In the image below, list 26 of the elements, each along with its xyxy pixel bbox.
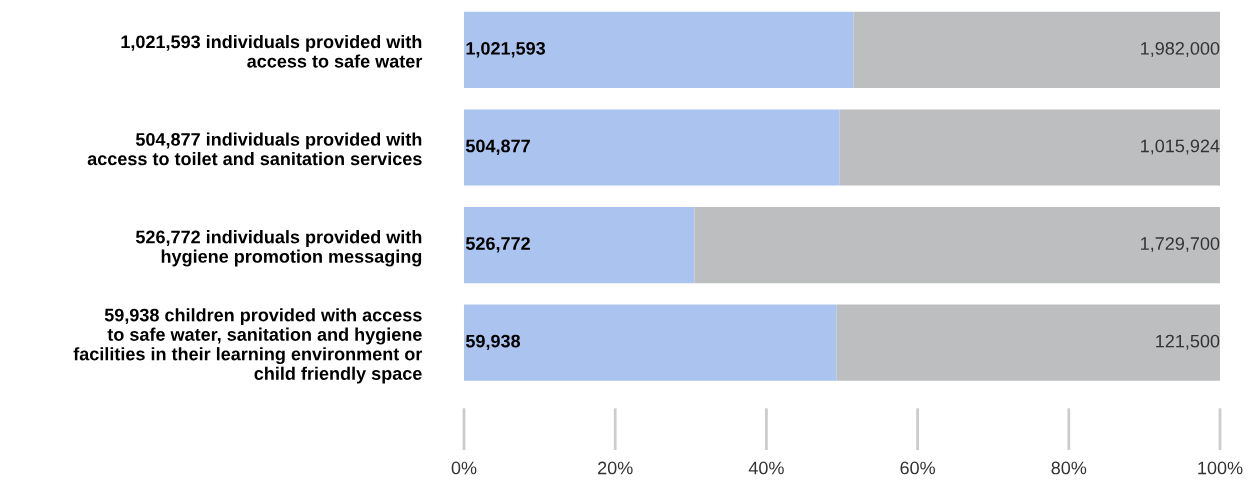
bar bbox=[464, 207, 695, 284]
annotation: 121,500 bbox=[1156, 334, 1220, 350]
x-tick-label: 20% bbox=[598, 461, 633, 475]
annotation: 1,982,000 bbox=[1141, 41, 1220, 57]
x-tick-label: 60% bbox=[900, 461, 936, 475]
bar bbox=[464, 304, 837, 381]
y-tick-label: 1,021,593 individuals provided with access to safe water bbox=[121, 34, 423, 68]
x-tick-label: 80% bbox=[1051, 461, 1087, 475]
annotation: 1,021,593 bbox=[466, 41, 546, 58]
bar bbox=[694, 207, 1220, 284]
annotation: 1,015,924 bbox=[1141, 139, 1220, 155]
annotation: 59,938 bbox=[465, 334, 521, 351]
annotation: 1,729,700 bbox=[1141, 237, 1220, 253]
bar bbox=[464, 109, 840, 186]
bar bbox=[839, 109, 1220, 186]
x-tick-label: 40% bbox=[748, 461, 784, 475]
y-tick-label: 504,877 individuals provided with access to toilet and sanitation services bbox=[87, 132, 422, 166]
bar bbox=[836, 304, 1220, 381]
bar bbox=[464, 11, 854, 88]
bar bbox=[853, 11, 1220, 88]
annotation: 504,877 bbox=[465, 139, 530, 155]
x-tick-label: 0% bbox=[451, 461, 477, 475]
y-tick-label: 526,772 individuals provided with hygiene promotion messaging bbox=[135, 230, 422, 267]
x-tick-label: 100% bbox=[1198, 461, 1243, 475]
annotation: 526,772 bbox=[465, 237, 530, 253]
y-tick-label: 59,938 children provided with access to safe water, sanitation and hygiene facilities in their learning environment or child friendly space bbox=[73, 308, 423, 384]
